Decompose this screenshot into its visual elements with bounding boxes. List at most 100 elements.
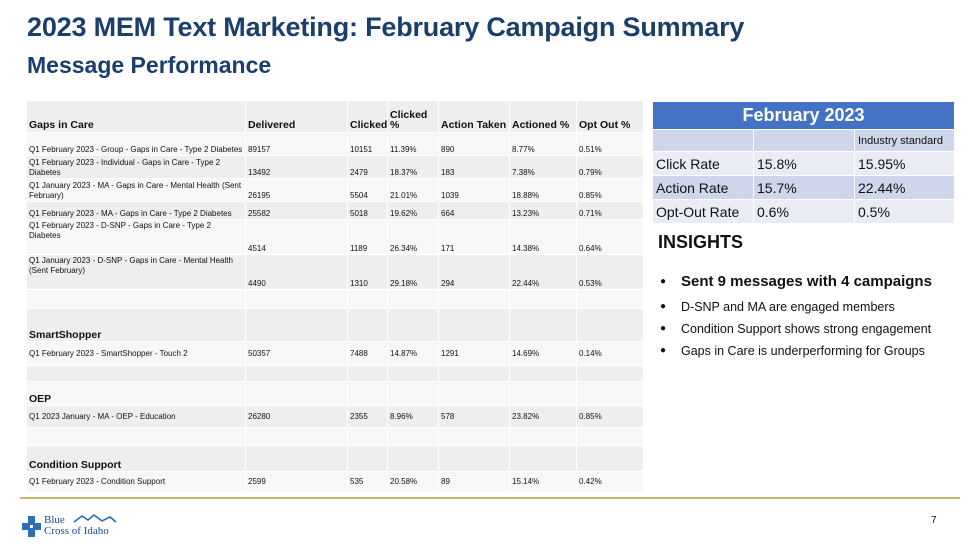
campaign-name: Q1 February 2023 - Condition Support — [26, 471, 246, 493]
insights-heading: INSIGHTS — [658, 232, 744, 252]
clicked-cell: 2355 — [347, 405, 388, 428]
campaign-name: Q1 January 2023 - MA - Gaps in Care - Me… — [26, 178, 246, 202]
clicked-cell: 5018 — [347, 201, 388, 220]
mountain-icon — [73, 514, 117, 523]
page-number: 7 — [931, 515, 937, 526]
table-row: Q1 February 2023 - D-SNP - Gaps in Care … — [26, 219, 644, 255]
section-row: Condition Support — [26, 445, 644, 472]
subheader-cell — [753, 129, 855, 152]
table-row: Q1 February 2023 - Condition Support 259… — [26, 471, 644, 493]
campaign-name: Q1 2023 January - MA - OEP - Education — [26, 405, 246, 428]
opt-out-pct-cell: 0.51% — [576, 132, 644, 156]
insight-text: D-SNP and MA are engaged members — [681, 300, 895, 314]
clicked-cell: 10151 — [347, 132, 388, 156]
campaign-name: Q1 January 2023 - D-SNP - Gaps in Care -… — [26, 254, 246, 290]
table-row: Q1 January 2023 - D-SNP - Gaps in Care -… — [26, 254, 644, 290]
footer-divider — [20, 497, 960, 499]
bullet-icon: ● — [660, 323, 667, 334]
delivered-cell: 4514 — [245, 219, 348, 255]
column-header: Clicked — [347, 100, 388, 133]
metric-value: 0.6% — [753, 199, 855, 224]
blank-row — [26, 427, 644, 446]
campaign-name: Q1 February 2023 - MA - Gaps in Care - T… — [26, 201, 246, 220]
clicked-pct-cell: 20.58% — [387, 471, 439, 493]
opt-out-pct-cell: 0.14% — [576, 341, 644, 366]
blank-row — [26, 289, 644, 309]
campaign-name: Q1 February 2023 - D-SNP - Gaps in Care … — [26, 219, 246, 255]
delivered-cell: 4490 — [245, 254, 348, 290]
industry-standard-header: Industry standard — [853, 129, 956, 152]
clicked-pct-cell: 8.96% — [387, 405, 439, 428]
clicked-pct-cell: 26.34% — [387, 219, 439, 255]
table-row: Q1 February 2023 - Individual - Gaps in … — [26, 155, 644, 179]
campaign-name: Q1 February 2023 - Individual - Gaps in … — [26, 155, 246, 179]
bullet-icon: ● — [660, 345, 667, 356]
action-taken-cell: 1039 — [438, 178, 510, 202]
actioned-pct-cell: 22.44% — [509, 254, 577, 290]
column-header: Action Taken — [438, 100, 510, 133]
insight-text: Gaps in Care is underperforming for Grou… — [681, 344, 925, 358]
column-header: Opt Out % — [576, 100, 644, 133]
opt-out-pct-cell: 0.85% — [576, 178, 644, 202]
table-row: Q1 February 2023 - SmartShopper - Touch … — [26, 341, 644, 366]
cross-center — [30, 525, 33, 528]
clicked-cell: 2479 — [347, 155, 388, 179]
summary-row: Action Rate 15.7% 22.44% — [652, 175, 956, 200]
opt-out-pct-cell: 0.71% — [576, 201, 644, 220]
clicked-pct-cell: 29.18% — [387, 254, 439, 290]
delivered-cell: 25582 — [245, 201, 348, 220]
metric-label: Action Rate — [652, 175, 754, 200]
actioned-pct-cell: 15.14% — [509, 471, 577, 493]
metric-label: Opt-Out Rate — [652, 199, 754, 224]
section-label: SmartShopper — [26, 308, 246, 342]
february-summary-table: February 2023 Industry standard Click Ra… — [651, 101, 956, 224]
campaign-name: Q1 February 2023 - Group - Gaps in Care … — [26, 132, 246, 156]
actioned-pct-cell: 23.82% — [509, 405, 577, 428]
actioned-pct-cell: 13.23% — [509, 201, 577, 220]
metric-value: 15.7% — [753, 175, 855, 200]
blank-row — [26, 365, 644, 382]
opt-out-pct-cell: 0.53% — [576, 254, 644, 290]
column-header: Delivered — [245, 100, 348, 133]
insight-item: ● Condition Support shows strong engageme… — [660, 318, 960, 340]
opt-out-pct-cell: 0.85% — [576, 405, 644, 428]
slide-subtitle: Message Performance — [27, 52, 272, 78]
actioned-pct-cell: 8.77% — [509, 132, 577, 156]
table-header-row: Gaps in Care Delivered Clicked Clicked %… — [26, 100, 644, 133]
industry-value: 15.95% — [853, 151, 956, 176]
opt-out-pct-cell: 0.42% — [576, 471, 644, 493]
actioned-pct-cell: 14.69% — [509, 341, 577, 366]
clicked-cell: 7488 — [347, 341, 388, 366]
action-taken-cell: 183 — [438, 155, 510, 179]
delivered-cell: 26195 — [245, 178, 348, 202]
action-taken-cell: 1291 — [438, 341, 510, 366]
opt-out-pct-cell: 0.79% — [576, 155, 644, 179]
section-label: Condition Support — [26, 445, 246, 472]
delivered-cell: 50357 — [245, 341, 348, 366]
delivered-cell: 13492 — [245, 155, 348, 179]
summary-row: Click Rate 15.8% 15.95% — [652, 151, 956, 176]
insight-text: Sent 9 messages with 4 campaigns — [681, 273, 932, 290]
opt-out-pct-cell: 0.64% — [576, 219, 644, 255]
summary-title-row: February 2023 — [651, 101, 956, 130]
action-taken-cell: 171 — [438, 219, 510, 255]
insight-item: ● Sent 9 messages with 4 campaigns — [660, 270, 960, 296]
table-row: Q1 2023 January - MA - OEP - Education 2… — [26, 405, 644, 428]
action-taken-cell: 294 — [438, 254, 510, 290]
table-row: Q1 February 2023 - Group - Gaps in Care … — [26, 132, 644, 156]
clicked-pct-cell: 19.62% — [387, 201, 439, 220]
delivered-cell: 26280 — [245, 405, 348, 428]
insight-item: ● D-SNP and MA are engaged members — [660, 296, 960, 318]
bullet-icon: ● — [660, 301, 667, 312]
clicked-pct-cell: 18.37% — [387, 155, 439, 179]
metric-label: Click Rate — [652, 151, 754, 176]
section-row: SmartShopper — [26, 308, 644, 342]
subheader-cell — [652, 129, 754, 152]
action-taken-cell: 578 — [438, 405, 510, 428]
table-row: Q1 February 2023 - MA - Gaps in Care - T… — [26, 201, 644, 220]
metric-value: 15.8% — [753, 151, 855, 176]
section-label: OEP — [26, 381, 246, 406]
delivered-cell: 89157 — [245, 132, 348, 156]
summary-title: February 2023 — [651, 101, 956, 130]
clicked-pct-cell: 11.39% — [387, 132, 439, 156]
